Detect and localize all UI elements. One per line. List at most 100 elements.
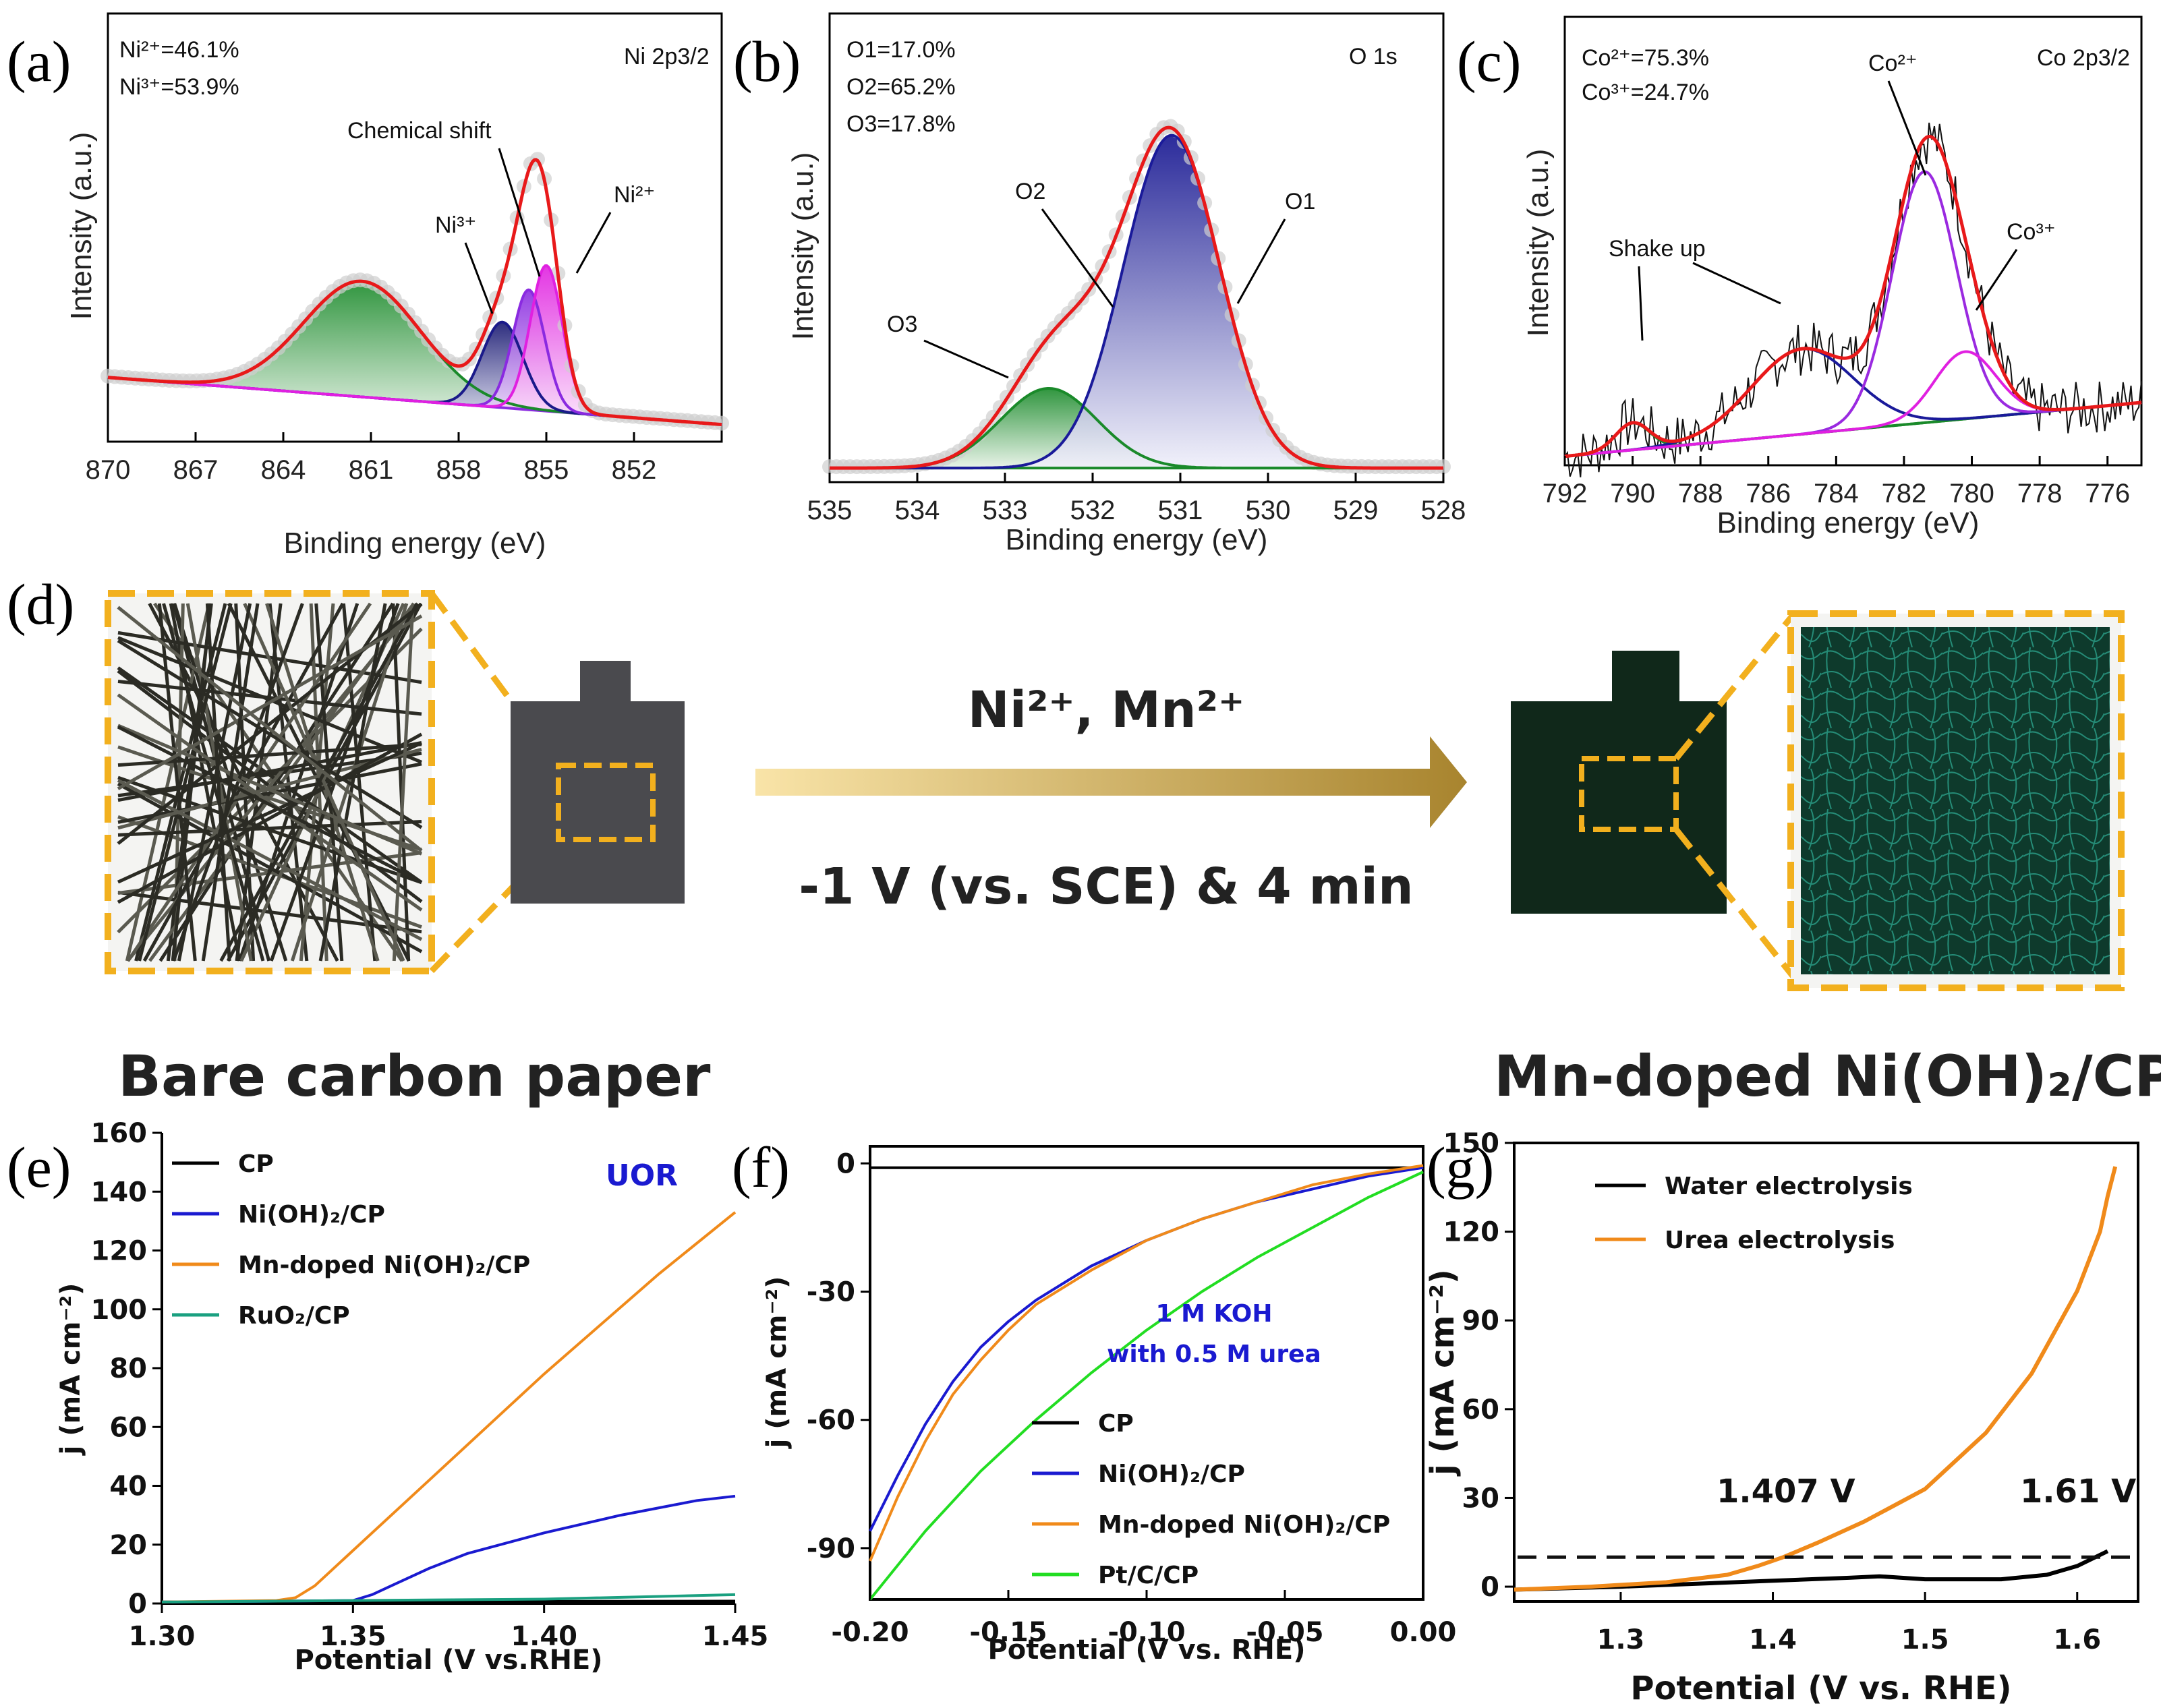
chart-g-urea-onset: 1.407 V [1717, 1473, 1855, 1510]
carbon-fiber [235, 603, 283, 962]
chart-f-xtick-label: -0.20 [831, 1617, 909, 1648]
carbon-fiber [125, 603, 211, 962]
carbon-fiber [392, 603, 415, 962]
chart-c-xtick-label: 788 [1678, 479, 1723, 508]
chart-e-ytick-label: 20 [109, 1530, 147, 1561]
chart-g-ytick-label: 90 [1462, 1305, 1499, 1336]
chart-b-xtick-label: 532 [1070, 496, 1116, 525]
chart-c-xtick-label: 780 [1949, 479, 1994, 508]
chart-e-ytick-label: 160 [91, 1118, 148, 1149]
chart-a-ni3-arrow [464, 242, 494, 314]
chart-a-peak-fill-0 [108, 281, 722, 425]
carbon-fiber [201, 603, 260, 962]
chart-c-shake-arrow-2 [1692, 262, 1781, 305]
chart-c-co2-arrow [1887, 80, 1927, 176]
bare-carbon-paper-sample [511, 657, 685, 904]
chart-a-xtick-label: 867 [173, 455, 219, 485]
chart-c-xtick-label: 790 [1610, 479, 1655, 508]
chart-b-o3-label: O3 [887, 312, 917, 337]
chart-b-ratio-1: O1=17.0% [846, 37, 956, 63]
chart-c-xtick-label: 778 [2017, 479, 2063, 508]
chart-f-legend-label: Mn-doped Ni(OH)₂/CP [1098, 1511, 1390, 1539]
carbon-fiber [314, 603, 344, 962]
chart-f-ytick-label: -60 [807, 1405, 855, 1436]
chart-a-ni2-arrow [575, 212, 612, 274]
chart-b-xtick-label: 534 [895, 496, 940, 525]
chart-c-raw-data [1564, 122, 2142, 477]
chart-c-xtick-label: 792 [1543, 479, 1588, 508]
panel-label-d: (d) [7, 572, 74, 637]
chart-b-xtick-label: 529 [1333, 496, 1379, 525]
chart-b-envelope [830, 125, 1443, 470]
chart-c-envelope [1564, 134, 2142, 459]
chart-e-legend-label: RuO₂/CP [238, 1302, 350, 1330]
chart-g-legend-label: Urea electrolysis [1665, 1227, 1895, 1254]
chart-b-xtick-label: 530 [1246, 496, 1291, 525]
chart-c-title: Co 2p3/2 [2037, 45, 2130, 71]
chart-e: 1.30 1.35 1.40 1.45 0 20 40 60 80 100 120 140 160 Po… [55, 1118, 768, 1676]
carbon-fiber [117, 762, 422, 824]
reaction-arrow [755, 736, 1467, 828]
panel-label-e: (e) [7, 1135, 71, 1200]
chart-e-ytick-label: 0 [128, 1589, 147, 1620]
carbon-fiber [117, 732, 423, 904]
chart-g-xtick-label: 1.5 [1901, 1624, 1949, 1655]
chart-f-xtick-label: -0.15 [969, 1617, 1047, 1648]
chart-f-ylabel: j (mA cm⁻²) [761, 1276, 793, 1450]
chart-a-shift-arrow [498, 148, 541, 277]
chart-a-xtick-label: 855 [524, 455, 569, 485]
chart-f-series-1 [869, 1166, 1424, 1532]
chart-e-ytick-label: 60 [109, 1412, 147, 1443]
chart-b-o2-arrow [1041, 208, 1114, 307]
chart-b-ratio-2: O2=65.2% [846, 74, 956, 100]
chart-f-ytick-label: -30 [807, 1277, 855, 1308]
carbon-fiber [117, 725, 423, 884]
chart-c-co3-label: Co³⁺ [2007, 219, 2056, 245]
chart-e-series-3 [161, 1593, 736, 1603]
chart-a-ni3-label: Ni³⁺ [435, 212, 476, 238]
panel-label-a: (a) [7, 29, 71, 94]
chart-c-xtick-label: 776 [2085, 479, 2130, 508]
carbon-fiber [177, 603, 252, 962]
chart-a-envelope [107, 158, 722, 427]
chart-b-ylabel: Intensity (a.u.) [786, 152, 819, 341]
panel-label-g: (g) [1427, 1135, 1494, 1200]
carbon-fiber [138, 603, 233, 962]
chart-a-xlabel: Binding energy (eV) [284, 527, 546, 560]
panel-label-f: (f) [732, 1135, 790, 1200]
carbon-fiber [117, 741, 423, 884]
chart-a-shift-label: Chemical shift [347, 118, 492, 144]
chart-b-xtick-label: 533 [983, 496, 1028, 525]
chart-e-series-1 [161, 1494, 736, 1603]
chart-f-xlabel: Potential (V vs. RHE) [987, 1635, 1305, 1666]
carbon-fiber [117, 741, 422, 802]
reaction-ions: Ni²⁺, Mn²⁺ [968, 681, 1244, 739]
carbon-fiber [117, 636, 422, 764]
chart-b-xtick-label: 531 [1158, 496, 1203, 525]
carbon-fiber [205, 603, 231, 962]
chart-e-legend-label: Mn-doped Ni(OH)₂/CP [238, 1251, 530, 1279]
chart-e-xtick-label: 1.40 [511, 1621, 577, 1652]
chart-c-ratio-1: Co²⁺=75.3% [1582, 45, 1709, 71]
chart-e-ytick-label: 140 [91, 1177, 148, 1208]
chart-c-co2-label: Co²⁺ [1868, 51, 1918, 76]
chart-e-legend-label: Ni(OH)₂/CP [238, 1201, 385, 1229]
chart-b-xtick-label: 528 [1421, 496, 1466, 525]
chart-g-legend-label: Water electrolysis [1665, 1173, 1913, 1200]
chart-e-ytick-label: 40 [109, 1471, 147, 1502]
chart-b-xtick-label: 535 [807, 496, 853, 525]
chart-c: Co²⁺=75.3% Co³⁺=24.7% Co 2p3/2 Co²⁺ Shak… [1522, 16, 2143, 539]
bare-paper-selection-box [556, 763, 656, 842]
zoom-line-right-top [1673, 612, 1797, 761]
chart-c-ylabel: Intensity (a.u.) [1522, 149, 1555, 337]
carbon-fiber [117, 724, 422, 856]
chart-f-xtick-label: 0.00 [1390, 1617, 1457, 1648]
chart-b-xlabel: Binding energy (eV) [1006, 523, 1268, 556]
carbon-fiber [318, 603, 387, 962]
carbon-fiber [117, 775, 422, 885]
mn-doped-paper-sample [1511, 651, 1727, 914]
carbon-fiber [219, 602, 419, 962]
chart-a-peak-fill-3 [108, 265, 722, 425]
